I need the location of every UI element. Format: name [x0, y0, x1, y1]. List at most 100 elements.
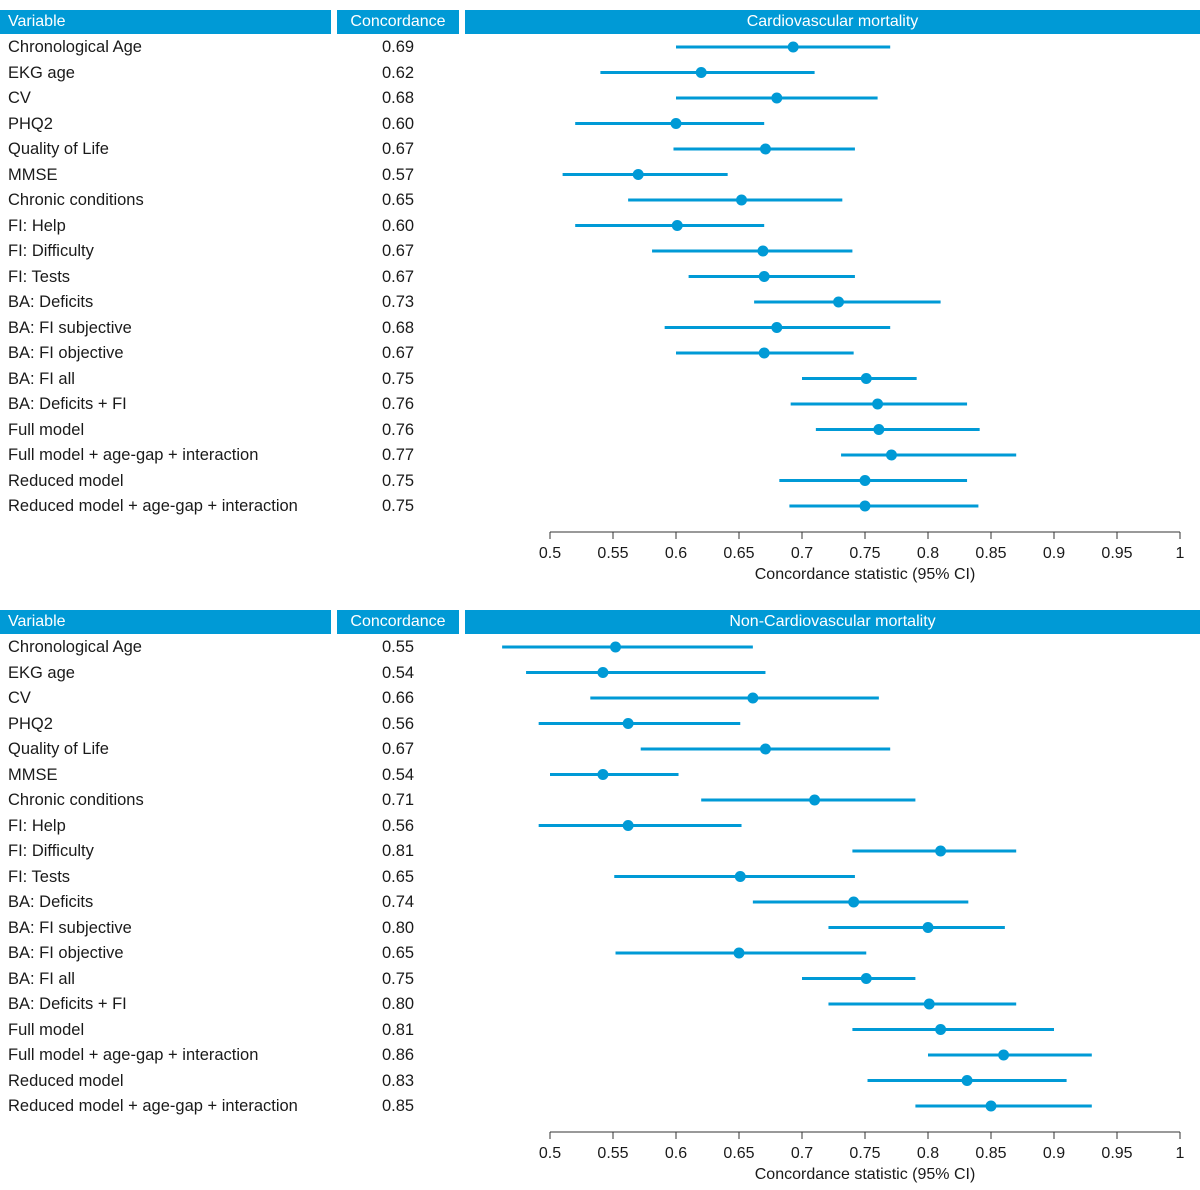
estimate-point: [758, 347, 770, 359]
row-concordance-value: 0.80: [381, 918, 415, 937]
row-label: Quality of Life: [8, 740, 109, 758]
row-label: CV: [8, 89, 31, 107]
row-label: Chronic conditions: [8, 191, 144, 209]
estimate-point: [622, 718, 634, 729]
row-label: BA: Deficits: [8, 293, 94, 311]
x-tick-label: 1: [1176, 1145, 1185, 1162]
x-tick-label: 1: [1176, 545, 1185, 562]
estimate-point: [787, 41, 799, 53]
x-tick-label: 0.75: [849, 1145, 880, 1162]
estimate-point: [922, 922, 934, 933]
row-concordance-value: 0.67: [381, 267, 415, 286]
row-concordance-value: 0.69: [381, 38, 415, 56]
row-label: MMSE: [8, 765, 58, 784]
row-label: Reduced model: [8, 471, 124, 490]
row-label: EKG age: [8, 663, 75, 682]
estimate-point: [771, 92, 783, 104]
x-tick-label: 0.6: [665, 545, 687, 562]
estimate-point: [622, 820, 634, 831]
row-label: BA: FI all: [8, 969, 75, 988]
row-label: BA: FI all: [8, 369, 75, 388]
x-tick-label: 0.8: [917, 1145, 939, 1162]
row-label: PHQ2: [8, 114, 53, 133]
row-label: CV: [8, 689, 31, 707]
x-tick-label: 0.9: [1043, 545, 1065, 562]
row-label: BA: FI subjective: [8, 918, 132, 937]
estimate-point: [759, 743, 771, 755]
row-label: Chronic conditions: [8, 791, 144, 809]
row-concordance-value: 0.71: [381, 791, 415, 809]
row-concordance-value: 0.83: [381, 1071, 415, 1090]
row-concordance-value: 0.60: [381, 114, 415, 133]
row-concordance-value: 0.65: [381, 944, 415, 962]
row-label: Full model + age-gap + interaction: [8, 446, 259, 464]
row-concordance-value: 0.65: [381, 867, 415, 886]
estimate-point: [998, 1049, 1010, 1061]
estimate-point: [597, 769, 609, 780]
row-concordance-value: 0.62: [381, 63, 415, 82]
row-label: BA: Deficits + FI: [8, 995, 127, 1013]
estimate-point: [759, 143, 771, 155]
forest-plot: 0.5 0.55 0.6 0.65 0.7 0.75 0.8 0.85 0.9 0.95 1: [539, 41, 1185, 562]
row-concordance-value: 0.86: [381, 1046, 415, 1064]
row-label: Full model: [8, 1020, 85, 1039]
variable-header: Variable: [0, 610, 331, 634]
row-label: BA: Deficits: [8, 893, 94, 911]
estimate-point: [734, 871, 746, 882]
row-concordance-value: 0.74: [381, 893, 415, 911]
x-tick-label: 0.95: [1101, 545, 1132, 562]
estimate-point: [859, 500, 871, 512]
x-tick-label: 0.5: [539, 545, 561, 562]
estimate-point: [923, 998, 935, 1010]
estimate-point: [733, 947, 745, 959]
row-label: Reduced model + age-gap + interaction: [8, 1097, 298, 1115]
x-tick-label: 0.55: [597, 1145, 628, 1162]
row-concordance-value: 0.56: [381, 816, 415, 835]
cardiovascular-panel: Variable Concordance Cardiovascular mort…: [0, 0, 1200, 590]
row-concordance-value: 0.76: [381, 395, 415, 413]
chart-title: Cardiovascular mortality: [465, 10, 1200, 34]
estimate-point: [885, 449, 897, 461]
estimate-point: [670, 118, 682, 129]
row-concordance-value: 0.80: [381, 995, 415, 1013]
row-label: BA: Deficits + FI: [8, 395, 127, 413]
x-tick-label: 0.8: [917, 545, 939, 562]
row-concordance-value: 0.81: [381, 842, 415, 860]
row-concordance-value: 0.60: [381, 216, 415, 235]
row-label: FI: Difficulty: [8, 242, 94, 260]
estimate-point: [747, 692, 759, 704]
x-tick-label: 0.65: [723, 1145, 754, 1162]
estimate-point: [961, 1075, 973, 1086]
x-axis-label: Concordance statistic (95% CI): [754, 566, 976, 583]
estimate-point: [848, 896, 860, 908]
estimate-point: [597, 667, 609, 678]
estimate-point: [859, 475, 871, 486]
estimate-point: [935, 845, 947, 857]
row-concordance-value: 0.75: [381, 369, 415, 388]
estimate-point: [758, 271, 770, 282]
row-label: BA: FI objective: [8, 944, 124, 962]
row-concordance-value: 0.57: [381, 165, 415, 184]
x-axis-label: Concordance statistic (95% CI): [754, 1166, 976, 1183]
row-label: FI: Difficulty: [8, 842, 94, 860]
row-label: BA: FI objective: [8, 344, 124, 362]
row-label: Full model: [8, 420, 85, 439]
row-concordance-value: 0.75: [381, 969, 415, 988]
row-label: Chronological Age: [8, 638, 142, 656]
row-label: FI: Help: [8, 816, 66, 835]
row-concordance-value: 0.67: [381, 140, 415, 158]
row-label: Reduced model + age-gap + interaction: [8, 497, 298, 515]
estimate-point: [610, 641, 622, 653]
estimate-point: [860, 373, 872, 384]
row-concordance-value: 0.67: [381, 344, 415, 362]
x-tick-label: 0.85: [975, 1145, 1006, 1162]
row-concordance-value: 0.56: [381, 714, 415, 733]
row-concordance-value: 0.85: [381, 1097, 415, 1115]
row-concordance-value: 0.75: [381, 497, 415, 515]
row-label: PHQ2: [8, 714, 53, 733]
row-concordance-value: 0.75: [381, 471, 415, 490]
row-label: Quality of Life: [8, 140, 109, 158]
x-tick-label: 0.85: [975, 545, 1006, 562]
x-tick-label: 0.55: [597, 545, 628, 562]
estimate-point: [757, 245, 769, 257]
